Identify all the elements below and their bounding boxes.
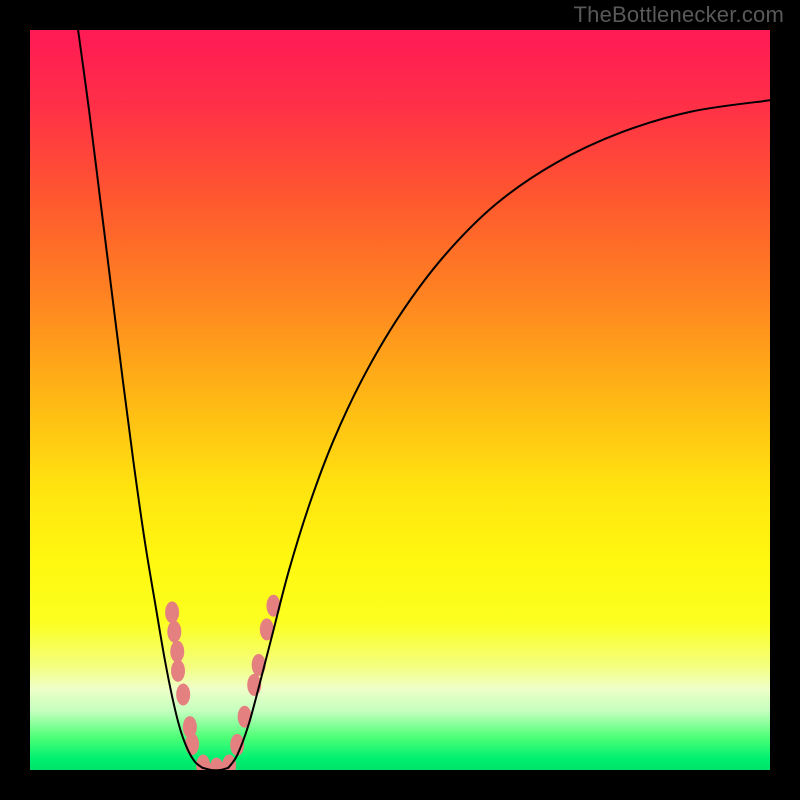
watermark-text: TheBottlenecker.com bbox=[574, 2, 784, 28]
data-marker bbox=[209, 758, 223, 770]
data-marker bbox=[185, 733, 199, 755]
data-marker bbox=[165, 601, 179, 623]
data-marker bbox=[176, 684, 190, 706]
chart-container: { "chart": { "type": "line", "canvas": {… bbox=[0, 0, 800, 800]
marker-group bbox=[165, 595, 280, 770]
curves-layer bbox=[30, 30, 770, 770]
curve-right bbox=[228, 100, 770, 767]
data-marker bbox=[167, 621, 181, 643]
data-marker bbox=[171, 660, 185, 682]
plot-area bbox=[30, 30, 770, 770]
curve-left bbox=[78, 30, 202, 768]
data-marker bbox=[170, 641, 184, 663]
